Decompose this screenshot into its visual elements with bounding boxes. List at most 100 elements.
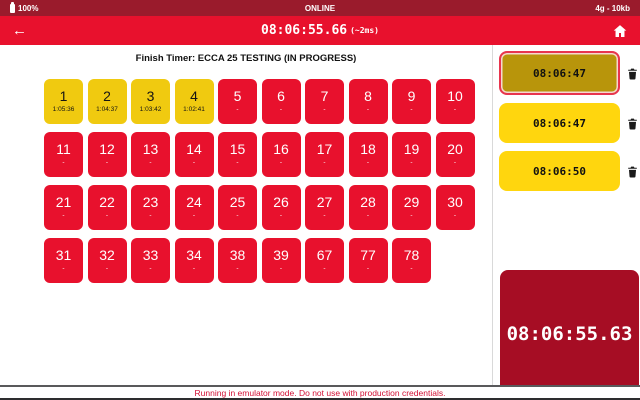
- home-button[interactable]: [612, 23, 628, 39]
- bib-tile-28[interactable]: 28 -: [348, 185, 388, 230]
- bib-tile-11[interactable]: 11 -: [44, 132, 83, 177]
- recorded-time-card-2[interactable]: 08:06:47: [499, 103, 620, 143]
- bib-split-time: -: [410, 265, 413, 272]
- bib-grid: 1 1:05:36 2 1:04:37 3 1:03:42 4 1:02:41 5-6-7-8-…: [44, 79, 481, 283]
- bib-tile-30[interactable]: 30 -: [435, 185, 475, 230]
- bib-tile-67[interactable]: 67 -: [305, 238, 344, 283]
- bib-tile-24[interactable]: 24 -: [174, 185, 214, 230]
- bib-number: 32: [99, 247, 115, 263]
- bib-tile-38[interactable]: 38 -: [218, 238, 257, 283]
- bib-number: 11: [56, 141, 71, 157]
- bib-split-time: -: [149, 212, 152, 219]
- delete-time-button[interactable]: [626, 66, 639, 81]
- bib-tile-26[interactable]: 26 -: [261, 185, 301, 230]
- bib-tile-16[interactable]: 16 -: [261, 132, 301, 177]
- back-button[interactable]: ←: [12, 22, 27, 39]
- bib-number: 3: [146, 88, 155, 104]
- bib-tile-6[interactable]: 6-: [261, 79, 301, 124]
- bib-tile-34[interactable]: 34 -: [174, 238, 214, 283]
- bib-tile-3[interactable]: 3 1:03:42: [131, 79, 170, 124]
- recorded-times-sidebar: 08:06:47 08:06:47 08:06:50 08:06:55.63: [492, 45, 640, 385]
- bib-split-time: -: [323, 159, 326, 166]
- bib-tile-77[interactable]: 77 -: [348, 238, 388, 283]
- bib-split-time: -: [192, 159, 196, 166]
- bib-split-time: -: [279, 265, 283, 272]
- bib-tile-32[interactable]: 32 -: [87, 238, 127, 283]
- bib-number: 8: [364, 88, 372, 104]
- bib-tile-4[interactable]: 4 1:02:41: [174, 79, 214, 124]
- bib-split-time: -: [62, 159, 65, 166]
- bib-number: 14: [186, 141, 202, 157]
- emulator-warning-text: Running in emulator mode. Do not use wit…: [194, 387, 446, 398]
- bib-number: 30: [447, 194, 463, 210]
- bib-tile-14[interactable]: 14 -: [174, 132, 214, 177]
- online-status: ONLINE: [304, 3, 336, 13]
- bib-tile-15[interactable]: 15 -: [218, 132, 257, 177]
- delete-time-button[interactable]: [626, 116, 639, 131]
- bib-number: 23: [142, 194, 159, 210]
- bib-number: 31: [55, 247, 72, 263]
- header-clock: 08:06:55.66 (~2ms): [261, 23, 379, 38]
- main-content: Finish Timer: ECCA 25 TESTING (IN PROGRE…: [0, 45, 492, 385]
- bib-tile-10[interactable]: 10 -: [435, 79, 475, 124]
- bib-tile-33[interactable]: 33 -: [131, 238, 170, 283]
- status-bar: 100% ONLINE 4g - 10kb: [0, 0, 640, 16]
- bib-number: 39: [273, 247, 289, 263]
- bib-split-time: -: [62, 265, 65, 272]
- bib-number: 38: [229, 247, 246, 263]
- bib-split-time: -: [279, 159, 283, 166]
- recorded-time-row: 08:06:47: [499, 51, 640, 95]
- bib-tile-27[interactable]: 27 -: [305, 185, 344, 230]
- bib-split-time: -: [323, 106, 326, 113]
- bib-tile-31[interactable]: 31 -: [44, 238, 83, 283]
- bib-number: 1: [59, 88, 68, 104]
- bib-tile-21[interactable]: 21 -: [44, 185, 83, 230]
- bib-tile-12[interactable]: 12 -: [87, 132, 127, 177]
- live-timer-value: 08:06:55.63: [506, 322, 633, 345]
- bib-tile-25[interactable]: 25 -: [218, 185, 257, 230]
- bib-number: 15: [229, 141, 246, 157]
- bib-tile-13[interactable]: 13 -: [131, 132, 170, 177]
- bib-tile-5[interactable]: 5-: [218, 79, 257, 124]
- recorded-times-list: 08:06:47 08:06:47 08:06:50: [493, 45, 640, 191]
- bib-number: 7: [320, 88, 329, 104]
- record-time-button[interactable]: 08:06:55.63: [500, 270, 639, 385]
- delete-time-button[interactable]: [626, 164, 639, 179]
- bib-number: 77: [360, 247, 376, 263]
- bib-tile-17[interactable]: 17 -: [305, 132, 344, 177]
- bib-number: 10: [447, 88, 463, 104]
- bib-tile-9[interactable]: 9-: [392, 79, 431, 124]
- bib-number: 17: [316, 141, 333, 157]
- bib-split-time: 1:04:37: [96, 106, 118, 113]
- bib-split-time: 1:05:36: [52, 106, 75, 113]
- bib-tile-19[interactable]: 19 -: [392, 132, 431, 177]
- bib-tile-39[interactable]: 39 -: [261, 238, 301, 283]
- bib-tile-1[interactable]: 1 1:05:36: [44, 79, 83, 124]
- bib-tile-18[interactable]: 18 -: [348, 132, 388, 177]
- bib-tile-78[interactable]: 78 -: [392, 238, 431, 283]
- bib-number: 28: [360, 194, 376, 210]
- recorded-time-card-1[interactable]: 08:06:47: [499, 51, 620, 95]
- bib-split-time: -: [236, 106, 239, 113]
- bib-number: 21: [55, 194, 72, 210]
- recorded-time-card-3[interactable]: 08:06:50: [499, 151, 620, 191]
- bib-tile-7[interactable]: 7-: [305, 79, 344, 124]
- bib-number: 6: [277, 88, 285, 104]
- bib-split-time: -: [236, 159, 239, 166]
- recorded-time-row: 08:06:47: [499, 103, 640, 143]
- bib-tile-29[interactable]: 29 -: [392, 185, 431, 230]
- network-status: 4g - 10kb: [595, 3, 630, 13]
- bib-split-time: -: [279, 106, 283, 113]
- bib-tile-8[interactable]: 8-: [348, 79, 388, 124]
- bib-tile-2[interactable]: 2 1:04:37: [87, 79, 127, 124]
- bib-number: 24: [186, 194, 202, 210]
- bib-number: 27: [316, 194, 333, 210]
- bib-tile-23[interactable]: 23 -: [131, 185, 170, 230]
- bib-split-time: -: [105, 159, 109, 166]
- bib-number: 20: [447, 141, 463, 157]
- trash-icon: [628, 68, 637, 79]
- bib-number: 34: [186, 247, 202, 263]
- bib-tile-22[interactable]: 22 -: [87, 185, 127, 230]
- bib-tile-20[interactable]: 20 -: [435, 132, 475, 177]
